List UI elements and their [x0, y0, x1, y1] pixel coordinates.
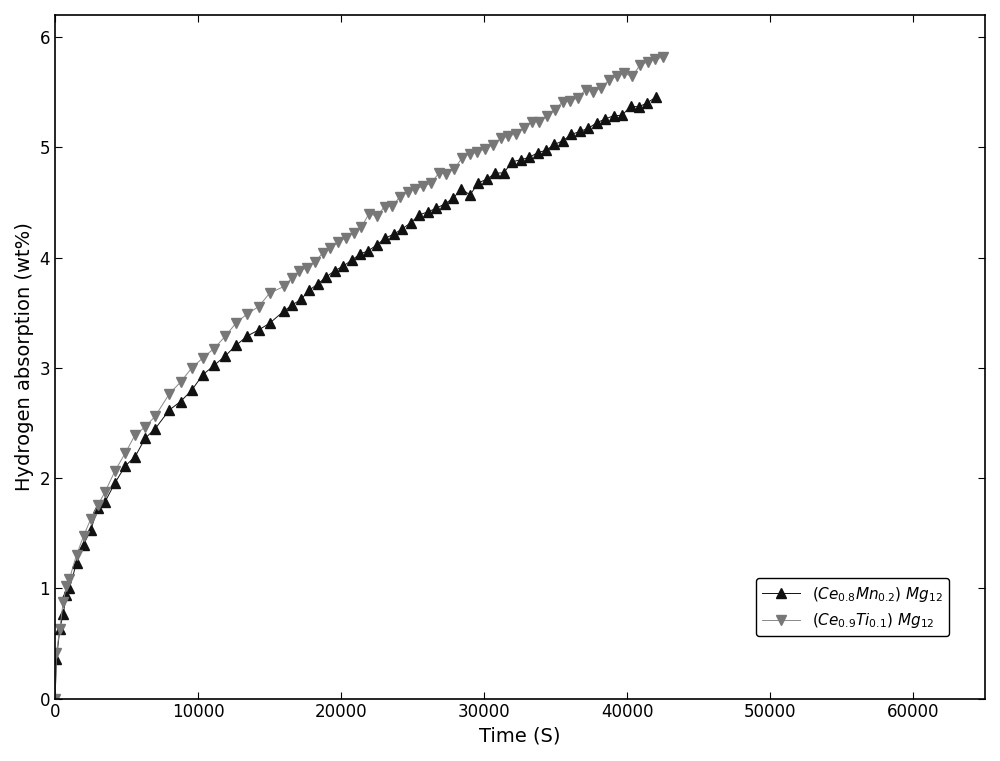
- Y-axis label: Hydrogen absorption (wt%): Hydrogen absorption (wt%): [15, 222, 34, 492]
- $(Ce_{0.9}Ti_{0.1})$ $Mg_{12}$: [448, 164, 460, 174]
- Legend: $(Ce_{0.8}Mn_{0.2})$ $Mg_{12}$, $(Ce_{0.9}Ti_{0.1})$ $Mg_{12}$: $(Ce_{0.8}Mn_{0.2})$ $Mg_{12}$, $(Ce_{0.…: [756, 578, 949, 636]
- $(Ce_{0.8}Mn_{0.2})$ $Mg_{12}$: [49, 694, 61, 703]
- $(Ce_{0.8}Mn_{0.2})$ $Mg_{12}$: [278, 307, 290, 316]
- $(Ce_{0.8}Mn_{0.2})$ $Mg_{12}$: [616, 110, 628, 119]
- $(Ce_{0.9}Ti_{0.1})$ $Mg_{12}$: [278, 282, 290, 291]
- $(Ce_{0.8}Mn_{0.2})$ $Mg_{12}$: [346, 256, 358, 265]
- Line: $(Ce_{0.9}Ti_{0.1})$ $Mg_{12}$: $(Ce_{0.9}Ti_{0.1})$ $Mg_{12}$: [50, 52, 668, 703]
- $(Ce_{0.9}Ti_{0.1})$ $Mg_{12}$: [541, 112, 553, 121]
- $(Ce_{0.9}Ti_{0.1})$ $Mg_{12}$: [49, 694, 61, 703]
- $(Ce_{0.8}Mn_{0.2})$ $Mg_{12}$: [208, 361, 220, 370]
- $(Ce_{0.8}Mn_{0.2})$ $Mg_{12}$: [650, 93, 662, 102]
- $(Ce_{0.8}Mn_{0.2})$ $Mg_{12}$: [54, 624, 66, 633]
- Line: $(Ce_{0.8}Mn_{0.2})$ $Mg_{12}$: $(Ce_{0.8}Mn_{0.2})$ $Mg_{12}$: [50, 92, 661, 703]
- $(Ce_{0.9}Ti_{0.1})$ $Mg_{12}$: [657, 53, 669, 62]
- $(Ce_{0.9}Ti_{0.1})$ $Mg_{12}$: [379, 202, 391, 211]
- $(Ce_{0.8}Mn_{0.2})$ $Mg_{12}$: [413, 210, 425, 219]
- X-axis label: Time (S): Time (S): [479, 727, 561, 746]
- $(Ce_{0.9}Ti_{0.1})$ $Mg_{12}$: [78, 531, 90, 540]
- $(Ce_{0.9}Ti_{0.1})$ $Mg_{12}$: [464, 149, 476, 158]
